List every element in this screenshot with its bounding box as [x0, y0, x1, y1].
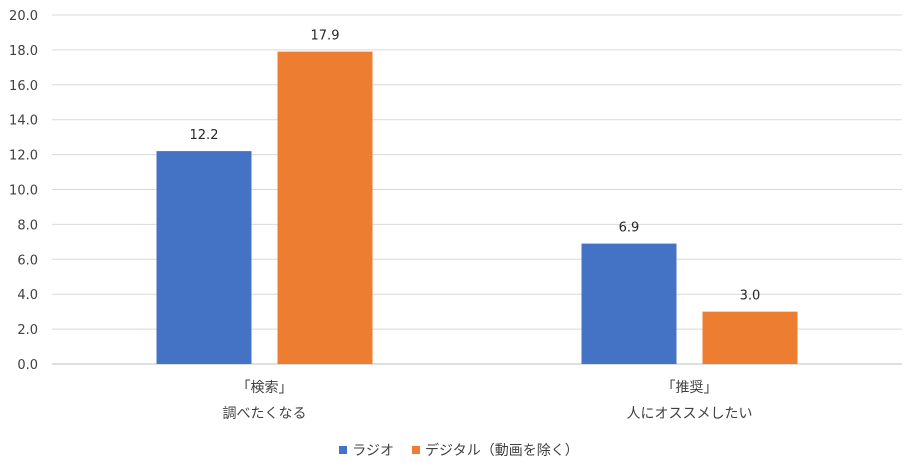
y-tick-label: 12.0 [9, 149, 38, 164]
bar[interactable] [702, 311, 798, 364]
data-label: 17.9 [311, 29, 340, 44]
y-axis: 0.0 2.0 4.0 6.0 8.0 10.0 12.0 14.0 16.0 18.0 20.0 [9, 9, 38, 373]
y-tick-label: 14.0 [9, 114, 38, 129]
legend-item-radio[interactable]: ラジオ [339, 440, 394, 460]
y-tick-label: 0.0 [17, 358, 38, 373]
x-category-label: 「検索」 [237, 379, 293, 396]
legend-item-digital[interactable]: デジタル（動画を除く） [412, 440, 579, 460]
x-axis: 「検索」調べたくなる 「推奨」人にオススメしたい [223, 379, 753, 422]
legend-label-digital: デジタル（動画を除く） [425, 443, 579, 459]
data-label: 6.9 [619, 221, 640, 236]
y-tick-label: 10.0 [9, 184, 38, 199]
y-tick-label: 6.0 [17, 253, 38, 268]
bar[interactable] [156, 151, 252, 364]
bar[interactable] [277, 51, 373, 365]
bars [156, 51, 798, 365]
data-label: 3.0 [740, 289, 761, 304]
legend: ラジオ デジタル（動画を除く） [0, 440, 918, 460]
data-labels: 12.2 17.9 6.9 3.0 [190, 29, 761, 304]
legend-label-radio: ラジオ [352, 443, 394, 459]
x-category-label: 人にオススメしたい [627, 406, 753, 422]
legend-swatch-digital [412, 446, 420, 454]
y-tick-label: 18.0 [9, 44, 38, 59]
y-tick-label: 4.0 [17, 288, 38, 303]
y-tick-label: 8.0 [17, 218, 38, 233]
y-tick-label: 16.0 [9, 79, 38, 94]
x-category-label: 「推奨」 [662, 380, 718, 396]
y-tick-label: 20.0 [9, 9, 38, 24]
y-tick-label: 2.0 [17, 323, 38, 338]
bar[interactable] [581, 243, 677, 364]
x-category-label: 調べたくなる [223, 406, 307, 422]
legend-swatch-radio [339, 446, 348, 454]
data-label: 12.2 [190, 128, 219, 143]
